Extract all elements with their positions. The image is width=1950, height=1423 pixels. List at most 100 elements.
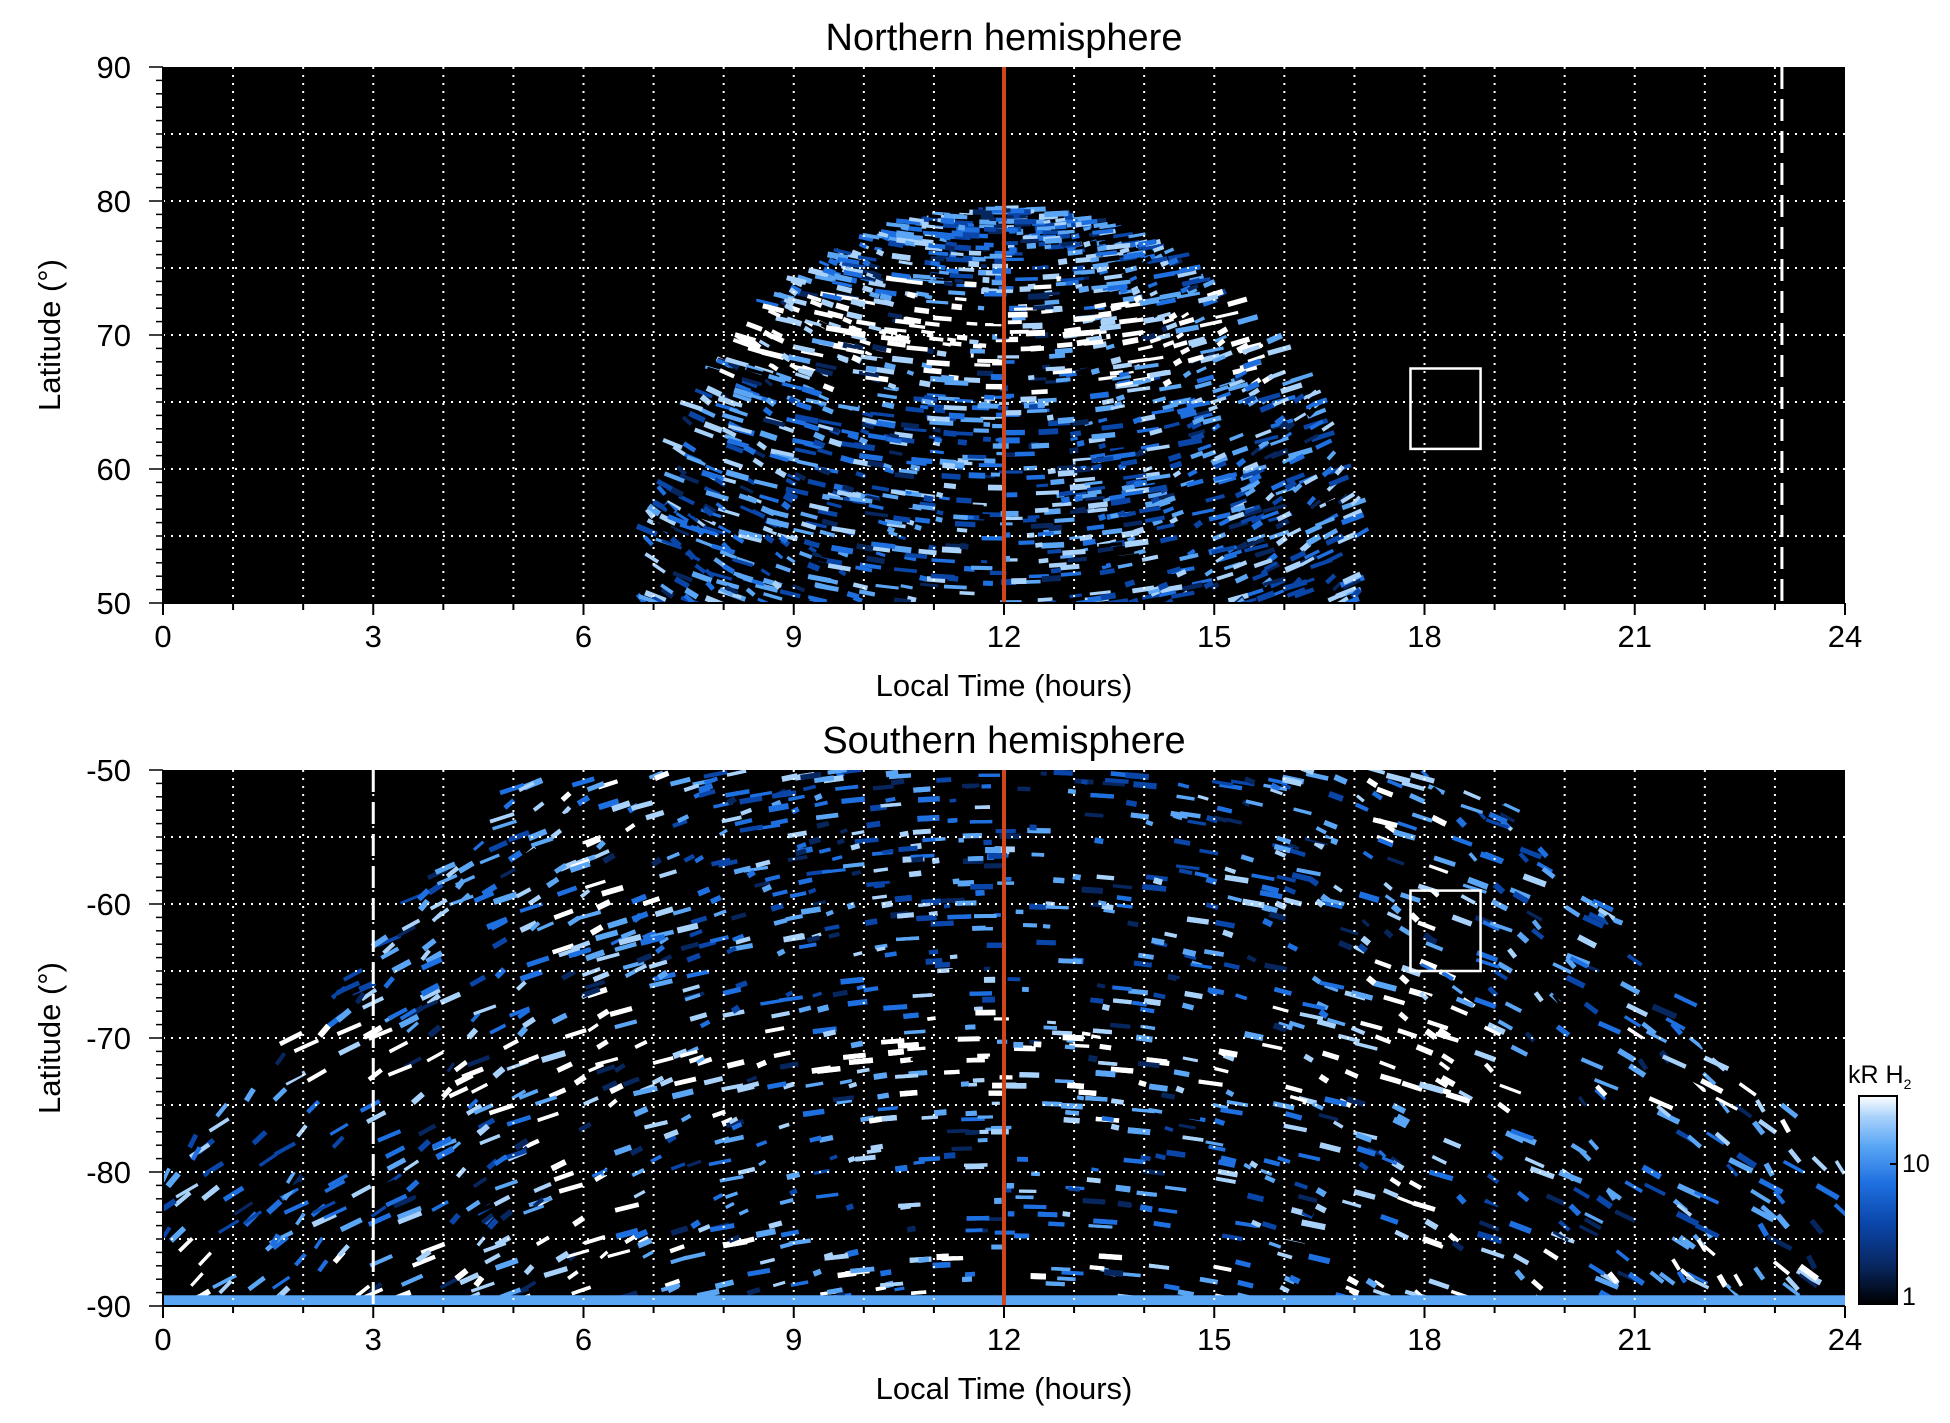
emission-streak: [1026, 409, 1048, 414]
emission-streak: [1258, 392, 1281, 404]
emission-streak: [1645, 1030, 1668, 1044]
emission-streak: [223, 1159, 240, 1175]
emission-streak: [1354, 1041, 1378, 1051]
emission-streak: [506, 1114, 532, 1127]
emission-streak: [1093, 1218, 1118, 1225]
emission-streak: [1401, 836, 1413, 846]
emission-streak: [1293, 807, 1312, 816]
emission-streak: [1249, 479, 1261, 489]
emission-streak: [925, 1168, 949, 1174]
emission-streak: [1578, 1224, 1599, 1237]
emission-streak: [1480, 1247, 1505, 1259]
emission-streak: [1286, 587, 1306, 598]
emission-streak: [785, 990, 794, 998]
emission-streak: [1437, 1027, 1452, 1040]
emission-streak: [874, 943, 888, 950]
emission-streak: [1118, 316, 1144, 325]
emission-streak: [766, 517, 790, 529]
emission-streak: [1234, 541, 1249, 552]
emission-streak: [1293, 1169, 1307, 1179]
emission-streak: [1644, 1182, 1666, 1196]
emission-streak: [957, 224, 966, 231]
emission-streak: [1130, 812, 1149, 820]
emission-streak: [670, 525, 690, 537]
emission-streak: [1197, 794, 1209, 801]
emission-streak: [1117, 510, 1126, 518]
emission-streak: [190, 1272, 204, 1287]
emission-streak: [1261, 904, 1278, 914]
emission-streak: [517, 1008, 531, 1020]
emission-streak: [587, 939, 598, 949]
emission-streak: [1122, 501, 1135, 510]
emission-streak: [1197, 294, 1219, 304]
emission-streak: [1179, 346, 1191, 355]
emission-streak: [796, 459, 819, 468]
emission-streak: [1176, 861, 1198, 869]
emission-streak: [672, 570, 693, 583]
emission-streak: [1675, 1210, 1700, 1227]
emission-streak: [847, 1248, 859, 1257]
emission-streak: [1119, 1271, 1141, 1278]
emission-streak: [827, 770, 847, 775]
emission-streak: [1025, 329, 1046, 337]
emission-streak: [822, 868, 846, 874]
emission-streak: [955, 220, 973, 226]
emission-streak: [1815, 1183, 1840, 1201]
emission-streak: [222, 1185, 245, 1202]
emission-streak: [652, 562, 666, 574]
emission-streak: [650, 929, 674, 940]
emission-streak: [631, 1168, 645, 1178]
emission-streak: [1075, 459, 1095, 467]
emission-streak: [1569, 955, 1589, 969]
emission-streak: [869, 291, 881, 299]
emission-streak: [972, 502, 987, 507]
emission-streak: [1211, 779, 1234, 787]
emission-streak: [709, 935, 729, 944]
emission-streak: [1081, 218, 1098, 226]
emission-streak: [800, 771, 822, 781]
emission-streak: [760, 998, 783, 1006]
emission-streak: [1588, 1138, 1600, 1151]
emission-streak: [929, 336, 944, 342]
emission-streak: [1101, 423, 1124, 431]
emission-streak: [697, 1224, 711, 1233]
emission-streak: [1321, 466, 1334, 478]
emission-streak: [927, 415, 950, 423]
emission-streak: [1463, 790, 1481, 801]
emission-streak: [1121, 271, 1135, 281]
emission-streak: [739, 795, 763, 805]
emission-streak: [1303, 474, 1319, 486]
emission-streak: [949, 598, 969, 603]
emission-streak: [1268, 529, 1290, 540]
emission-streak: [1081, 886, 1103, 894]
emission-streak: [1243, 461, 1259, 472]
emission-streak: [1155, 297, 1177, 307]
emission-streak: [1048, 1221, 1065, 1227]
emission-streak: [970, 565, 993, 571]
emission-streak: [607, 917, 628, 929]
emission-streak: [859, 562, 882, 570]
emission-streak: [560, 1241, 581, 1252]
emission-streak: [772, 1280, 786, 1288]
emission-streak: [769, 453, 789, 463]
emission-streak: [901, 338, 911, 345]
emission-streak: [1274, 849, 1287, 858]
emission-streak: [811, 338, 835, 347]
emission-streak: [812, 439, 826, 449]
emission-streak: [1015, 277, 1038, 282]
emission-streak: [758, 1132, 773, 1140]
emission-streak: [711, 543, 736, 555]
emission-streak: [1247, 537, 1265, 548]
emission-streak: [511, 1089, 527, 1100]
emission-streak: [473, 1203, 494, 1216]
emission-streak: [866, 555, 886, 565]
emission-streak: [1097, 900, 1107, 907]
emission-streak: [208, 1117, 230, 1133]
emission-streak: [960, 417, 984, 423]
emission-streak: [1237, 597, 1257, 603]
emission-streak: [719, 549, 737, 560]
emission-streak: [595, 929, 619, 942]
emission-streak: [961, 1276, 973, 1283]
emission-streak: [614, 1202, 640, 1213]
emission-streak: [1753, 1266, 1766, 1281]
